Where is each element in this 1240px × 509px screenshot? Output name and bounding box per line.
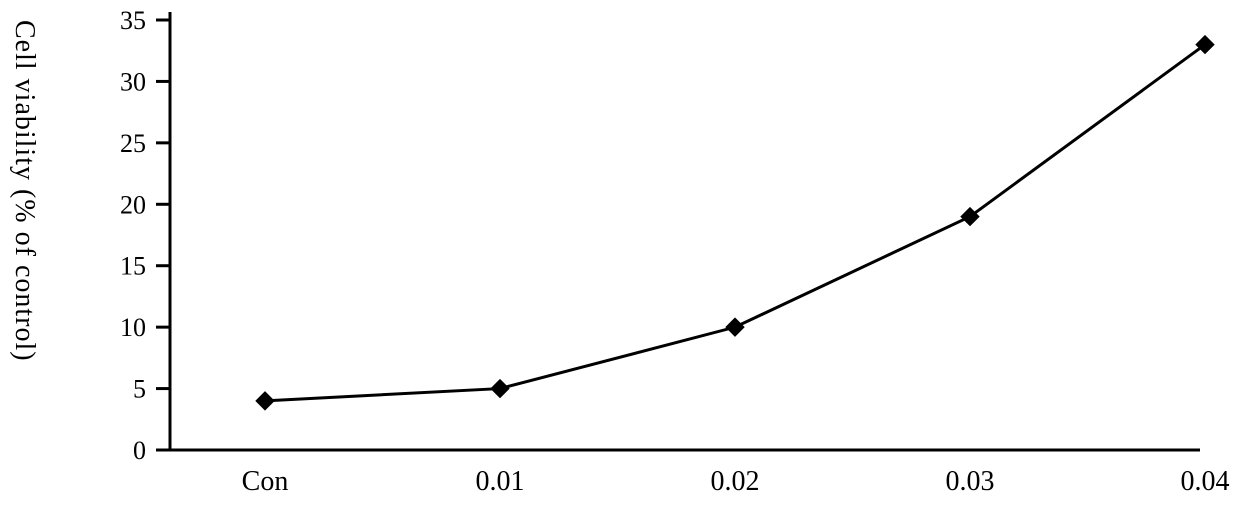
line-chart: 0 5 10 15 20 25 30 35 Con 0.01 0.02 0.03 0.04 [0,0,1240,509]
y-tick-label: 15 [120,252,146,281]
y-tick-label: 25 [120,129,146,158]
x-tick-label: 0.03 [946,466,995,497]
y-tick-label: 30 [120,67,146,96]
x-tick-label: 0.04 [1181,466,1230,497]
y-tick-label: 20 [120,190,146,219]
x-tick-label: 0.02 [711,466,760,497]
y-tick-label: 5 [133,375,146,404]
chart-container: Cell viability (% of control) 0510152025… [0,0,1240,509]
x-tick-label: 0.01 [476,466,525,497]
y-tick-label: 35 [120,6,146,35]
series-line [265,45,1205,401]
y-tick-label: 0 [133,436,146,465]
y-tick-label: 10 [120,313,146,342]
data-point [726,318,744,336]
x-tick-label: Con [242,466,289,497]
data-point [256,392,274,410]
data-point [491,380,509,398]
